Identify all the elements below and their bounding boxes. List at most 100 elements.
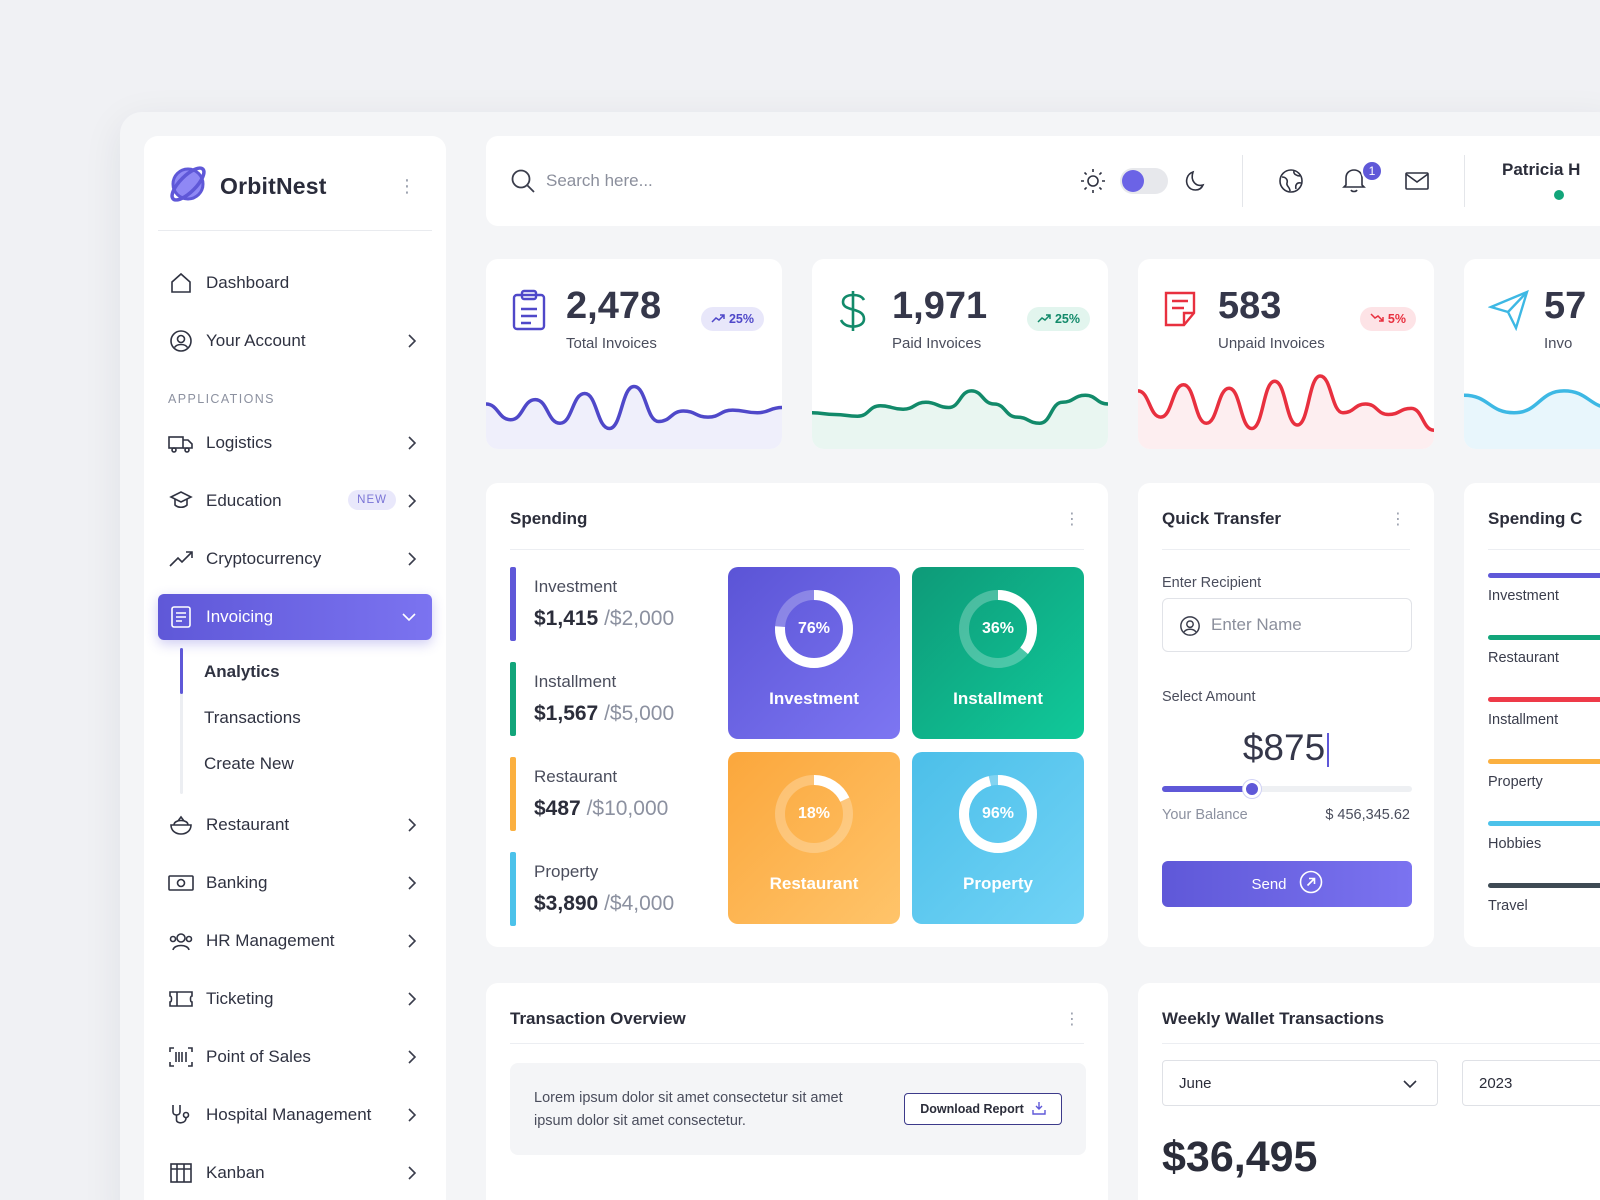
section-label-applications: APPLICATIONS — [168, 392, 275, 406]
more-icon[interactable]: ⋮ — [1064, 1011, 1080, 1028]
spend-row: Property $3,890 /$4,000 — [510, 852, 700, 926]
sidebar-item-dashboard[interactable]: Dashboard — [158, 260, 432, 306]
category-name: Investment — [1488, 588, 1559, 604]
sun-icon[interactable] — [1080, 168, 1106, 199]
globe-icon[interactable] — [1278, 168, 1304, 199]
send-button-label: Send — [1251, 875, 1287, 893]
sidebar-item-invoicing[interactable]: Invoicing — [158, 594, 432, 640]
sparkline-area — [1138, 376, 1434, 449]
card-title: Quick Transfer — [1162, 509, 1282, 528]
spend-tile-installment[interactable]: 36% Installment — [912, 567, 1084, 739]
sidebar-item-logistics[interactable]: Logistics — [158, 420, 432, 466]
submenu-item-create-new[interactable]: Create New — [204, 754, 294, 773]
brand[interactable]: OrbitNest — [166, 162, 327, 211]
send-icon — [1487, 289, 1530, 336]
submenu-item-analytics[interactable]: Analytics — [204, 662, 280, 681]
tile-name: Property — [963, 874, 1033, 893]
sidebar-item-label: Hospital Management — [206, 1105, 372, 1124]
invoice-icon — [168, 604, 194, 630]
submenu-active-indicator — [180, 648, 183, 694]
divider — [1464, 155, 1465, 207]
stat-label: Unpaid Invoices — [1218, 335, 1325, 352]
sidebar-item-hospital-management[interactable]: Hospital Management — [158, 1092, 432, 1138]
food-bowl-icon — [168, 812, 194, 838]
app-window: OrbitNest ⋮ Dashboard Your Account APPLI… — [120, 112, 1600, 1200]
quick-transfer-card: Quick Transfer ⋮ Enter Recipient Select … — [1138, 483, 1434, 947]
more-icon[interactable]: ⋮ — [1390, 511, 1406, 528]
amount-slider[interactable] — [1162, 780, 1412, 798]
amount-display[interactable]: $875 — [1138, 727, 1434, 769]
download-report-label: Download Report — [920, 1102, 1024, 1116]
download-report-button[interactable]: Download Report — [904, 1093, 1062, 1125]
sidebar-item-education[interactable]: Education NEW — [158, 478, 432, 524]
brand-name: OrbitNest — [220, 173, 327, 199]
report-description: Lorem ipsum dolor sit amet consectetur s… — [534, 1090, 843, 1129]
sidebar-more-icon[interactable]: ⋮ — [398, 176, 416, 196]
chevron-right-icon — [406, 491, 418, 516]
year-select[interactable]: 2023 — [1462, 1060, 1600, 1106]
sidebar-item-cryptocurrency[interactable]: Cryptocurrency — [158, 536, 432, 582]
divider — [510, 1043, 1084, 1044]
sidebar-item-point-of-sales[interactable]: Point of Sales — [158, 1034, 432, 1080]
submenu-item-transactions[interactable]: Transactions — [204, 708, 301, 727]
mail-icon[interactable] — [1404, 169, 1430, 198]
send-button[interactable]: Send — [1162, 861, 1412, 907]
spend-row-amount: $1,567 /$5,000 — [534, 702, 675, 725]
category-bar — [1488, 821, 1600, 826]
spend-tile-restaurant[interactable]: 18% Restaurant — [728, 752, 900, 924]
sparkline-area — [1464, 390, 1600, 449]
top-bar: 1 Patricia H — [486, 136, 1600, 226]
moon-icon[interactable] — [1183, 168, 1209, 199]
spend-row: Investment $1,415 /$2,000 — [510, 567, 700, 641]
search-icon[interactable] — [510, 168, 536, 199]
sidebar: OrbitNest ⋮ Dashboard Your Account APPLI… — [144, 136, 446, 1200]
notification-badge: 1 — [1361, 160, 1383, 182]
sidebar-item-kanban[interactable]: Kanban — [158, 1150, 432, 1196]
user-name[interactable]: Patricia H — [1502, 160, 1581, 179]
sparkline-line — [812, 389, 1108, 426]
divider — [1162, 549, 1410, 550]
change-pill: 25% — [700, 307, 764, 331]
category-name: Hobbies — [1488, 836, 1542, 852]
tile-name: Restaurant — [769, 874, 859, 893]
stat-card-paid-invoices[interactable]: 1,971 Paid Invoices 25% — [812, 259, 1108, 449]
sidebar-item-restaurant[interactable]: Restaurant — [158, 802, 432, 848]
tile-percent: 18% — [797, 805, 831, 822]
graduation-icon — [168, 488, 194, 514]
category-bar — [1488, 759, 1600, 764]
kanban-icon — [168, 1160, 194, 1186]
spend-tile-property[interactable]: 96% Property — [912, 752, 1084, 924]
category-bar — [1488, 635, 1600, 640]
stat-value: 57 — [1544, 285, 1587, 327]
trend-up-icon — [1037, 312, 1051, 326]
more-icon[interactable]: ⋮ — [1064, 511, 1080, 528]
stat-card-total-invoices[interactable]: 2,478 Total Invoices 25% — [486, 259, 782, 449]
spend-tile-investment[interactable]: 76% Investment — [728, 567, 900, 739]
card-title: Spending C — [1488, 509, 1583, 528]
recipient-input[interactable] — [1211, 613, 1401, 637]
sidebar-item-banking[interactable]: Banking — [158, 860, 432, 906]
tile-name: Investment — [769, 689, 859, 708]
change-value: 25% — [1054, 312, 1080, 326]
sidebar-item-ticketing[interactable]: Ticketing — [158, 976, 432, 1022]
stat-card-unpaid-invoices[interactable]: 583 Unpaid Invoices 5% — [1138, 259, 1434, 449]
sidebar-item-hr-management[interactable]: HR Management — [158, 918, 432, 964]
progress-ring — [959, 590, 1037, 668]
chevron-right-icon — [406, 331, 418, 356]
category-name: Property — [1488, 774, 1543, 790]
submenu-rail — [180, 648, 183, 794]
sidebar-item-your-account[interactable]: Your Account — [158, 318, 432, 364]
spend-row-amount: $1,415 /$2,000 — [534, 607, 675, 630]
bell-icon[interactable] — [1341, 166, 1367, 199]
spend-row-bar — [510, 852, 516, 926]
spend-row-name: Installment — [534, 672, 617, 691]
month-select[interactable]: June — [1162, 1060, 1438, 1106]
stat-card-partial[interactable]: 57 Invo — [1464, 259, 1600, 449]
recipient-field[interactable] — [1162, 598, 1412, 652]
sidebar-item-label: Banking — [206, 873, 268, 892]
theme-toggle[interactable] — [1120, 168, 1168, 194]
search-input[interactable] — [546, 164, 846, 198]
spend-row-name: Property — [534, 862, 599, 881]
slider-thumb[interactable] — [1243, 780, 1261, 798]
card-title: Transaction Overview — [510, 1009, 686, 1028]
